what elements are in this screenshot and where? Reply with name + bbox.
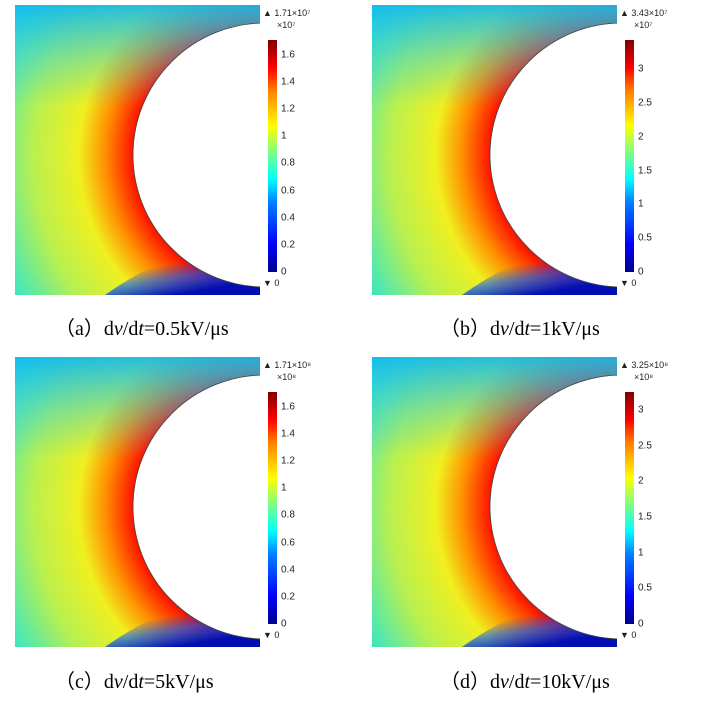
panel-caption: （b）dv/dt=1kV/μs bbox=[440, 312, 600, 341]
colorbar-tick-label: 0.2 bbox=[281, 591, 295, 603]
colorbar-min-label: ▼ 0 bbox=[620, 278, 637, 288]
heatmap-panel: ▲ 1.71×10⁷ ×10⁷ ▼ 0 0 0.2 0.4 0.6 0.8 1 1.2 1.4 1.6 bbox=[15, 5, 355, 305]
colorbar-tick-label: 0.5 bbox=[638, 232, 652, 244]
colorbar-tick-label: 2 bbox=[638, 131, 644, 143]
heatmap-panel: ▲ 1.71×10⁸ ×10⁸ ▼ 0 0 0.2 0.4 0.6 0.8 1 1.2 1.4 1.6 bbox=[15, 357, 355, 657]
colorbar-multiplier: ×10⁷ bbox=[634, 20, 653, 30]
caption-label: （a） bbox=[55, 318, 104, 340]
caption-label: （b） bbox=[440, 318, 490, 340]
electrode-cutout bbox=[489, 374, 622, 640]
field-heatmap bbox=[372, 357, 622, 649]
colorbar-tick-label: 1 bbox=[638, 198, 644, 210]
colorbar-tick-label: 1.4 bbox=[281, 76, 295, 88]
field-heatmap bbox=[15, 357, 265, 649]
field-heatmap bbox=[15, 5, 265, 297]
heatmap-panel: ▲ 3.43×10⁷ ×10⁷ ▼ 0 0 0.5 1 1.5 2 2.5 3 bbox=[372, 5, 701, 305]
colorbar-tick-label: 1 bbox=[638, 547, 644, 559]
caption-label: （c） bbox=[55, 671, 104, 693]
colorbar-max-label: ▲ 1.71×10⁷ bbox=[263, 8, 311, 18]
colorbar-tick-label: 0.4 bbox=[281, 564, 295, 576]
colorbar-tick-label: 2.5 bbox=[638, 97, 652, 109]
colorbar-tick-label: 0.4 bbox=[281, 212, 295, 224]
colorbar-min-label: ▼ 0 bbox=[263, 630, 280, 640]
colorbar-min-label: ▼ 0 bbox=[620, 630, 637, 640]
caption-rest: =5kV/μs bbox=[143, 671, 214, 693]
caption-rest: =0.5kV/μs bbox=[143, 318, 229, 340]
colorbar-multiplier: ×10⁷ bbox=[277, 20, 296, 30]
electrode-cutout bbox=[132, 22, 265, 288]
caption-v: v bbox=[500, 318, 509, 340]
caption-v: v bbox=[113, 671, 123, 693]
caption-t: t bbox=[138, 318, 144, 340]
colorbar-tick-label: 3 bbox=[638, 63, 644, 75]
colorbar bbox=[625, 392, 634, 624]
panel-caption: （d）dv/dt=10kV/μs bbox=[440, 665, 610, 694]
colorbar-tick-label: 0.6 bbox=[281, 537, 295, 549]
electrode-cutout bbox=[489, 22, 622, 288]
colorbar-multiplier: ×10⁸ bbox=[634, 372, 654, 382]
colorbar-tick-label: 3 bbox=[638, 404, 644, 416]
colorbar-max-label: ▲ 1.71×10⁸ bbox=[263, 360, 311, 370]
caption-v: v bbox=[500, 671, 509, 693]
colorbar bbox=[268, 392, 277, 624]
colorbar-min-label: ▼ 0 bbox=[263, 278, 280, 288]
caption-t: t bbox=[138, 671, 144, 693]
colorbar bbox=[268, 40, 277, 272]
caption-t: t bbox=[524, 318, 531, 340]
panel-caption: （c）dv/dt=5kV/μs bbox=[55, 665, 214, 694]
colorbar-tick-label: 2.5 bbox=[638, 440, 652, 452]
colorbar-tick-label: 0 bbox=[281, 266, 287, 278]
caption-slash: /d bbox=[508, 671, 525, 693]
colorbar-tick-label: 0.8 bbox=[281, 157, 295, 169]
caption-d1: d bbox=[103, 318, 114, 340]
colorbar-tick-label: 1.6 bbox=[281, 49, 295, 61]
field-heatmap bbox=[372, 5, 622, 297]
caption-rest: =1kV/μs bbox=[530, 318, 600, 340]
heatmap-panel: ▲ 3.25×10⁸ ×10⁸ ▼ 0 0 0.5 1 1.5 2 2.5 3 bbox=[372, 357, 701, 657]
caption-label: （d） bbox=[440, 671, 490, 693]
caption-slash: /d bbox=[122, 318, 139, 340]
colorbar-tick-label: 1.4 bbox=[281, 428, 295, 440]
colorbar-tick-label: 1.5 bbox=[638, 511, 652, 523]
caption-t: t bbox=[524, 671, 531, 693]
colorbar-tick-label: 0 bbox=[638, 266, 644, 278]
colorbar-multiplier: ×10⁸ bbox=[277, 372, 297, 382]
colorbar-tick-label: 2 bbox=[638, 475, 644, 487]
colorbar-tick-label: 1 bbox=[281, 130, 287, 142]
caption-slash: /d bbox=[122, 671, 139, 693]
caption-d1: d bbox=[103, 671, 114, 693]
colorbar-tick-label: 1.2 bbox=[281, 455, 295, 467]
colorbar-max-label: ▲ 3.43×10⁷ bbox=[620, 8, 668, 18]
colorbar-tick-label: 1 bbox=[281, 482, 287, 494]
caption-d1: d bbox=[490, 671, 500, 693]
colorbar-max-label: ▲ 3.25×10⁸ bbox=[620, 360, 668, 370]
colorbar-tick-label: 0.2 bbox=[281, 239, 295, 251]
colorbar bbox=[625, 40, 634, 272]
colorbar-tick-label: 0 bbox=[638, 618, 644, 630]
caption-slash: /d bbox=[508, 318, 525, 340]
colorbar-tick-label: 0 bbox=[281, 618, 287, 630]
colorbar-tick-label: 1.2 bbox=[281, 103, 295, 115]
caption-d1: d bbox=[490, 318, 500, 340]
colorbar-tick-label: 0.6 bbox=[281, 185, 295, 197]
colorbar-tick-label: 1.6 bbox=[281, 401, 295, 413]
colorbar-tick-label: 1.5 bbox=[638, 165, 652, 177]
caption-v: v bbox=[113, 318, 123, 340]
panel-caption: （a）dv/dt=0.5kV/μs bbox=[55, 312, 229, 341]
colorbar-tick-label: 0.8 bbox=[281, 509, 295, 521]
colorbar-tick-label: 0.5 bbox=[638, 582, 652, 594]
electrode-cutout bbox=[132, 374, 265, 640]
caption-rest: =10kV/μs bbox=[530, 671, 610, 693]
